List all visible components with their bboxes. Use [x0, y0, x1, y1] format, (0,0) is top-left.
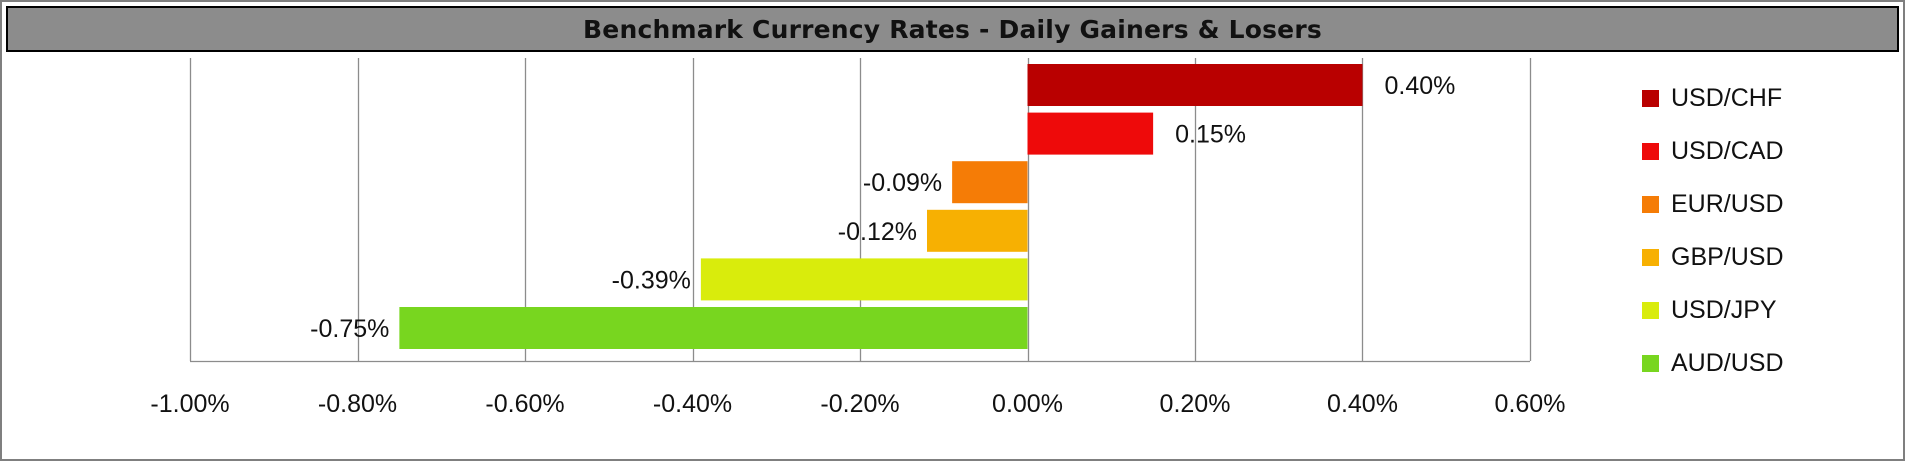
chart-legend: USD/CHF USD/CAD EUR/USD GBP/USD USD/JPY AUD/U… — [1642, 72, 1862, 390]
bar-usd-jpy — [700, 258, 1028, 301]
legend-label: EUR/USD — [1671, 190, 1784, 218]
data-label: -0.12% — [838, 218, 917, 246]
legend-item: AUD/USD — [1642, 337, 1862, 390]
legend-item: GBP/USD — [1642, 231, 1862, 284]
x-tick-label: -0.80% — [318, 390, 397, 418]
data-label: 0.40% — [1385, 72, 1456, 100]
legend-swatch — [1642, 249, 1659, 266]
x-tick-label: -0.40% — [653, 390, 732, 418]
legend-swatch — [1642, 355, 1659, 372]
data-label: -0.39% — [612, 266, 691, 294]
bar-aud-usd — [399, 307, 1028, 349]
data-label: 0.15% — [1175, 121, 1246, 149]
bars — [399, 64, 1363, 349]
x-tick-label: 0.40% — [1327, 390, 1398, 418]
legend-item: USD/JPY — [1642, 284, 1862, 337]
legend-swatch — [1642, 143, 1659, 160]
legend-label: USD/JPY — [1671, 296, 1777, 324]
bar-usd-chf — [1027, 64, 1363, 106]
data-label: -0.09% — [863, 169, 942, 197]
x-tick-label: -1.00% — [150, 390, 229, 418]
bar-gbp-usd — [927, 209, 1028, 252]
bar-usd-cad — [1027, 112, 1154, 155]
legend-label: USD/CHF — [1671, 84, 1783, 112]
legend-label: GBP/USD — [1671, 243, 1784, 271]
legend-swatch — [1642, 196, 1659, 213]
x-tick-label: -0.20% — [820, 390, 899, 418]
legend-item: USD/CHF — [1642, 72, 1862, 125]
legend-label: USD/CAD — [1671, 137, 1784, 165]
x-tick-label: 0.20% — [1160, 390, 1231, 418]
chart-title-bar: Benchmark Currency Rates - Daily Gainers… — [6, 6, 1899, 52]
chart-title: Benchmark Currency Rates - Daily Gainers… — [583, 14, 1322, 44]
x-axis-ticks: -1.00% -0.80% -0.60% -0.40% -0.20% 0.00% 0.20%… — [150, 390, 1565, 418]
x-tick-label: 0.60% — [1495, 390, 1566, 418]
x-tick-label: -0.60% — [485, 390, 564, 418]
legend-item: EUR/USD — [1642, 178, 1862, 231]
legend-label: AUD/USD — [1671, 349, 1784, 377]
legend-swatch — [1642, 90, 1659, 107]
legend-item: USD/CAD — [1642, 125, 1862, 178]
data-labels: 0.40% 0.15% -0.09% -0.12% -0.39% -0.75% — [310, 72, 1455, 343]
x-tick-label: 0.00% — [992, 390, 1063, 418]
bar-eur-usd — [952, 161, 1028, 204]
legend-swatch — [1642, 302, 1659, 319]
data-label: -0.75% — [310, 315, 389, 343]
